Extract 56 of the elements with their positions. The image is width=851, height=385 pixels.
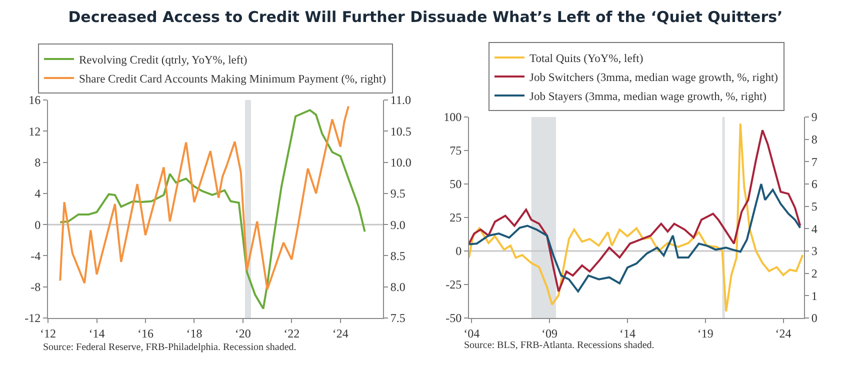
y2-tick-label: 10.5: [390, 124, 411, 138]
y-tick-label: -4: [30, 248, 40, 263]
y-tick-label: -12: [24, 311, 40, 326]
line-series: [58, 109, 366, 310]
y-tick-label: 100: [443, 110, 462, 124]
y2-tick-label: 9.5: [390, 186, 405, 201]
x-tick-label: ‘16: [136, 326, 153, 340]
y-tick-label: 4: [34, 186, 40, 201]
x-tick-label: ‘22: [283, 326, 300, 340]
y2-tick-label: 9.0: [390, 218, 405, 232]
x-tick-label: ‘20: [234, 326, 250, 340]
y2-tick-label: 3: [810, 244, 817, 258]
legend-label: Job Stayers (3mma, median wage growth, %, right): [529, 90, 766, 103]
x-tick-label: ‘24: [332, 326, 348, 340]
source-note: Source: BLS, FRB-Atlanta. Recessions shaded.: [464, 340, 654, 351]
y-tick-label: -50: [445, 311, 462, 326]
y2-tick-label: 9: [810, 110, 817, 124]
y2-tick-label: 8.5: [390, 248, 405, 263]
x-tick-label: ‘24: [774, 326, 791, 340]
y2-tick-label: 11.0: [390, 93, 410, 108]
y2-tick-label: 0: [810, 311, 817, 326]
y-tick-label: 16: [28, 93, 40, 108]
x-tick-label: ‘14: [88, 326, 104, 340]
y2-tick-label: 1: [810, 288, 817, 303]
y2-tick-label: 2: [810, 266, 817, 281]
y-tick-label: 0: [34, 218, 40, 232]
y-tick-label: -8: [30, 280, 40, 294]
y2-tick-label: 7.5: [390, 311, 405, 326]
y-tick-label: 50: [449, 177, 462, 192]
y-tick-label: 75: [449, 144, 462, 158]
y2-tick-label: 7: [810, 154, 817, 169]
y2-tick-label: 6: [810, 177, 817, 192]
x-tick-label: ‘14: [618, 326, 635, 340]
line-series: [58, 105, 349, 290]
y-tick-label: 25: [449, 210, 462, 225]
legend-label: Job Switchers (3mma, median wage growth, %, right): [529, 72, 778, 84]
y2-tick-label: 8.0: [390, 280, 405, 294]
y2-tick-label: 4: [810, 222, 817, 236]
x-tick-label: ‘12: [40, 326, 56, 340]
legend-label: Share Credit Card Accounts Making Minimum Payment (%, right): [78, 73, 386, 86]
x-tick-label: ‘19: [696, 326, 713, 340]
legend-label: Revolving Credit (qtrly, YoY%, left): [78, 54, 247, 66]
y-tick-label: -25: [445, 278, 462, 292]
line-series: [468, 183, 801, 292]
y2-tick-label: 10.0: [390, 155, 411, 170]
source-note: Source: Federal Reserve, FRB-Philadelphia. Recession shaded.: [42, 342, 296, 353]
x-tick-label: ‘09: [541, 326, 558, 340]
x-tick-label: ‘04: [463, 326, 480, 340]
x-tick-label: ‘18: [186, 326, 202, 340]
y-tick-label: 8: [34, 155, 40, 170]
y2-tick-label: 5: [810, 200, 817, 214]
y-tick-label: 0: [455, 244, 462, 258]
y2-tick-label: 8: [810, 132, 817, 147]
legend-label: Total Quits (YoY%, left): [529, 52, 643, 65]
text: Decreased Access to Credit Will Further Dissuade What’s Left of the ‘Quiet Quitters’: [67, 7, 784, 28]
y-tick-label: 12: [28, 124, 40, 138]
